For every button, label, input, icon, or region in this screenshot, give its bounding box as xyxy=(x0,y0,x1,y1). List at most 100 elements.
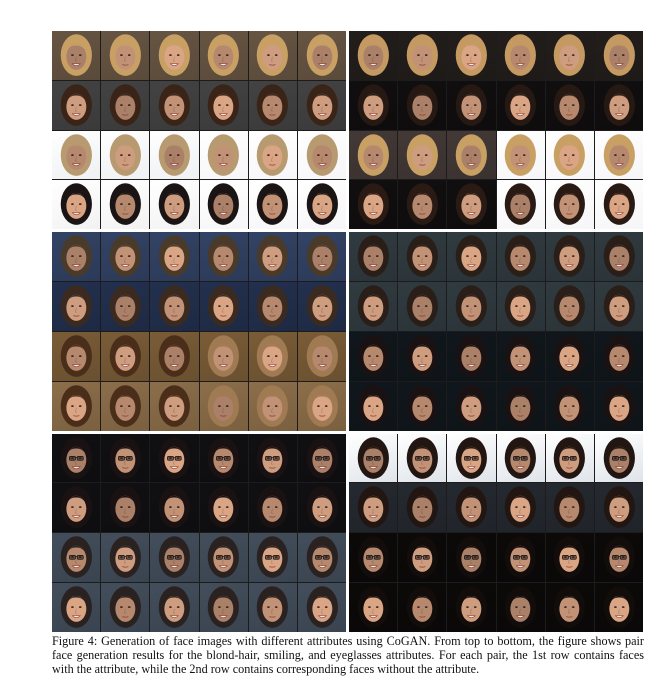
face-image xyxy=(603,133,635,176)
generated-face-tile xyxy=(297,433,346,483)
generated-face-tile xyxy=(150,533,199,583)
face-image xyxy=(257,586,289,628)
generated-face-tile xyxy=(150,130,199,180)
face-image xyxy=(357,133,389,176)
generated-face-tile xyxy=(398,31,447,80)
face-image xyxy=(554,436,586,479)
face-image xyxy=(109,183,141,226)
generated-face-tile xyxy=(52,483,101,533)
generated-face-tile xyxy=(150,483,199,533)
face-image xyxy=(60,536,92,579)
generated-face-tile xyxy=(150,232,199,282)
generated-face-tile xyxy=(496,433,545,483)
generated-face-tile xyxy=(101,331,150,381)
face-image xyxy=(60,84,92,126)
face-generation-figure xyxy=(52,31,643,632)
generated-face-tile xyxy=(594,232,643,282)
face-image xyxy=(357,536,389,579)
face-image xyxy=(554,84,586,126)
face-image xyxy=(60,133,92,176)
face-image xyxy=(257,183,289,226)
generated-face-tile xyxy=(52,583,101,632)
face-image xyxy=(306,183,338,226)
face-image xyxy=(603,536,635,579)
generated-face-tile xyxy=(248,130,297,180)
generated-face-tile xyxy=(496,130,545,180)
face-image xyxy=(504,84,537,126)
generated-face-tile xyxy=(52,331,101,381)
generated-face-tile xyxy=(349,533,398,583)
generated-face-tile xyxy=(52,232,101,282)
generated-face-tile xyxy=(447,31,496,80)
generated-face-tile xyxy=(496,381,545,431)
generated-face-tile xyxy=(297,483,346,533)
generated-face-tile xyxy=(545,232,594,282)
generated-face-tile xyxy=(101,180,150,230)
face-image xyxy=(306,586,338,628)
face-image xyxy=(554,335,586,377)
face-image xyxy=(603,183,635,226)
generated-face-tile xyxy=(496,180,545,230)
generated-face-tile xyxy=(297,180,346,230)
face-image xyxy=(109,335,141,377)
generated-face-tile xyxy=(248,282,297,331)
generated-face-tile xyxy=(248,381,297,431)
generated-face-tile xyxy=(52,533,101,583)
face-image xyxy=(357,34,389,76)
face-image xyxy=(207,34,240,76)
generated-face-tile xyxy=(447,381,496,431)
generated-face-tile xyxy=(496,533,545,583)
generated-face-tile xyxy=(150,331,199,381)
face-image xyxy=(504,235,537,278)
face-image xyxy=(406,586,438,628)
generated-face-tile xyxy=(398,130,447,180)
generated-face-tile xyxy=(398,232,447,282)
generated-face-tile xyxy=(101,583,150,632)
generated-face-tile xyxy=(398,80,447,130)
face-image xyxy=(306,235,338,278)
face-image xyxy=(554,34,586,76)
face-image xyxy=(504,183,537,226)
face-image xyxy=(158,385,191,427)
face-image xyxy=(257,486,289,529)
face-image xyxy=(357,385,389,427)
face-image xyxy=(406,84,438,126)
generated-face-tile xyxy=(199,381,248,431)
face-image xyxy=(207,335,240,377)
face-image xyxy=(158,335,191,377)
generated-face-tile xyxy=(594,533,643,583)
face-image xyxy=(60,285,92,327)
generated-face-tile xyxy=(101,232,150,282)
generated-face-tile xyxy=(150,31,199,80)
generated-face-tile xyxy=(248,331,297,381)
generated-face-tile xyxy=(496,483,545,533)
face-image xyxy=(60,34,92,76)
face-image xyxy=(504,486,537,529)
generated-face-tile xyxy=(349,80,398,130)
generated-face-tile xyxy=(199,583,248,632)
generated-face-tile xyxy=(150,381,199,431)
generated-face-tile xyxy=(150,80,199,130)
generated-face-tile xyxy=(297,331,346,381)
face-image xyxy=(455,536,488,579)
face-image xyxy=(504,34,537,76)
generated-face-tile xyxy=(248,31,297,80)
generated-face-tile xyxy=(496,583,545,632)
generated-face-tile xyxy=(52,31,101,80)
face-image xyxy=(60,385,92,427)
generated-face-tile xyxy=(52,433,101,483)
generated-face-tile xyxy=(349,483,398,533)
face-image xyxy=(357,235,389,278)
generated-face-tile xyxy=(199,130,248,180)
generated-face-tile xyxy=(398,331,447,381)
generated-face-tile xyxy=(248,483,297,533)
face-image xyxy=(158,183,191,226)
face-image xyxy=(207,385,240,427)
generated-face-tile xyxy=(297,282,346,331)
face-image xyxy=(554,385,586,427)
face-image xyxy=(406,183,438,226)
generated-face-tile xyxy=(447,232,496,282)
face-image xyxy=(504,536,537,579)
generated-face-tile xyxy=(101,80,150,130)
generated-face-tile xyxy=(447,180,496,230)
